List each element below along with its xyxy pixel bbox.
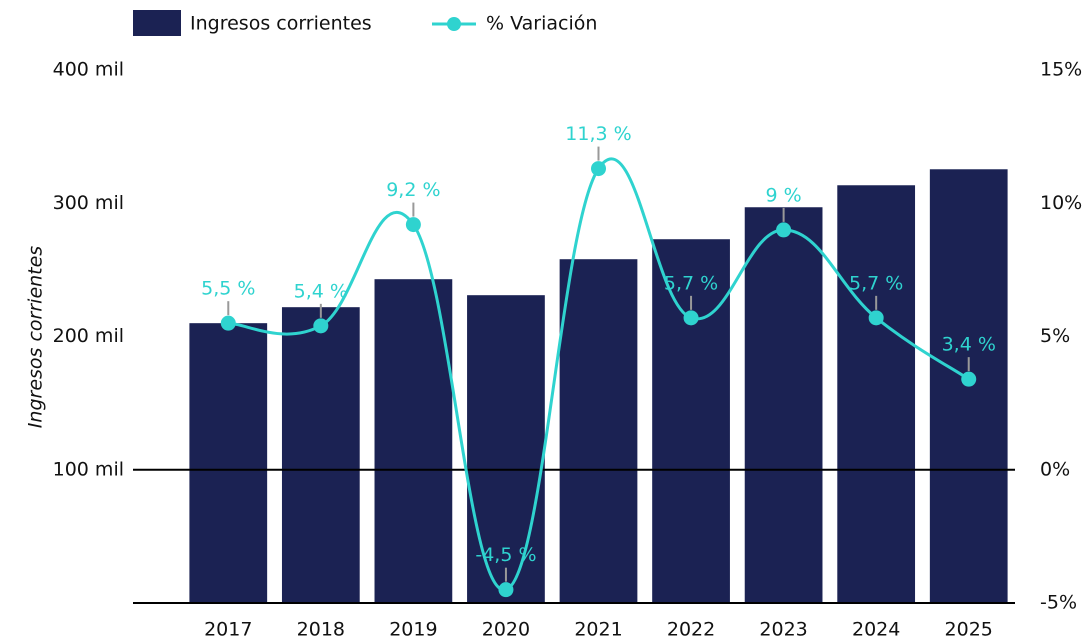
x-tick-label: 2025 xyxy=(945,619,993,641)
data-label: 3,4 % xyxy=(942,334,996,356)
x-tick-label: 2018 xyxy=(297,619,345,641)
y-tick-label: 300 mil xyxy=(53,192,124,214)
legend-dot xyxy=(447,17,461,31)
line-point xyxy=(313,318,329,334)
line-point xyxy=(776,222,792,238)
data-label: 9 % xyxy=(766,184,802,206)
x-tick-label: 2023 xyxy=(759,619,807,641)
data-label: 5,7 % xyxy=(664,272,718,294)
legend-label: Ingresos corrientes xyxy=(190,13,372,35)
bar xyxy=(189,323,268,603)
x-tick-label: 2017 xyxy=(204,619,252,641)
line-point xyxy=(498,582,514,598)
y2-tick-label: 5% xyxy=(1040,325,1070,347)
y-tick-label: 200 mil xyxy=(53,325,124,347)
bar xyxy=(837,185,916,604)
data-label: 5,5 % xyxy=(201,278,255,300)
y-tick-label: 100 mil xyxy=(53,458,124,480)
bar xyxy=(374,279,453,603)
line-point xyxy=(683,310,699,326)
line-point xyxy=(591,161,606,177)
x-tick-label: 2021 xyxy=(574,619,622,641)
y-axis-label: Ingresos corrientes xyxy=(25,246,47,429)
line-point xyxy=(220,315,236,331)
data-label: 5,4 % xyxy=(294,280,348,302)
x-tick-label: 2019 xyxy=(389,619,437,641)
y2-tick-label: -5% xyxy=(1040,592,1077,614)
bar xyxy=(744,207,823,603)
data-label: -4,5 % xyxy=(475,544,536,566)
bar xyxy=(281,307,360,603)
line-point xyxy=(961,371,977,387)
data-label: 5,7 % xyxy=(849,272,903,294)
bar xyxy=(467,295,545,603)
x-tick-label: 2020 xyxy=(482,619,530,641)
legend-label: % Variación xyxy=(486,13,597,35)
data-label: 9,2 % xyxy=(386,179,440,201)
y2-tick-label: 0% xyxy=(1040,458,1070,480)
line-point xyxy=(405,217,421,233)
legend-swatch xyxy=(133,10,181,36)
x-tick-label: 2022 xyxy=(667,619,715,641)
line-point xyxy=(868,310,884,326)
bar xyxy=(559,259,638,603)
y-tick-label: 400 mil xyxy=(53,59,124,81)
y2-tick-label: 10% xyxy=(1040,192,1082,214)
data-label: 11,3 % xyxy=(565,123,631,145)
line xyxy=(228,157,970,592)
x-tick-label: 2024 xyxy=(852,619,900,641)
y2-tick-label: 15% xyxy=(1040,59,1082,81)
